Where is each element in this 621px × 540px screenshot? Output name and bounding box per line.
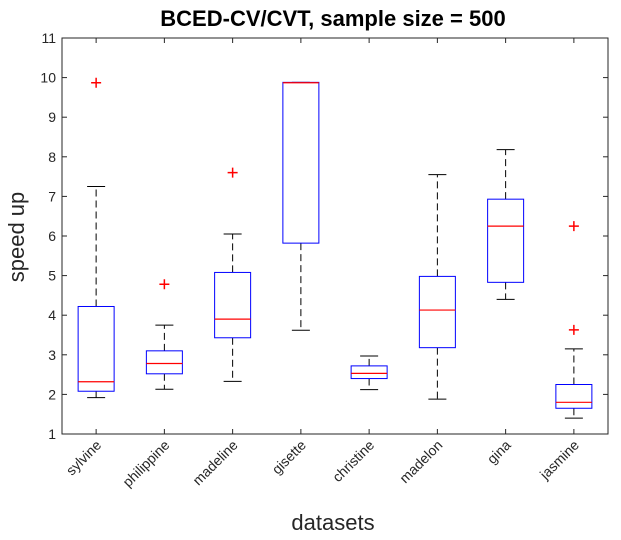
x-axis-label: datasets [291, 510, 374, 535]
x-tick-label: sylvine [63, 437, 105, 479]
box-iqr [214, 271, 252, 339]
y-tick-label: 11 [41, 30, 56, 46]
outlier-marker [568, 324, 579, 335]
outlier-marker [91, 77, 102, 88]
x-tick-label: jasmine [536, 437, 582, 483]
box-iqr [418, 275, 456, 349]
box-iqr [77, 305, 115, 392]
outlier-marker [227, 167, 238, 178]
x-tick-label: christine [329, 437, 377, 485]
y-tick-label: 2 [48, 386, 56, 402]
y-tick-label: 8 [48, 149, 56, 165]
x-tick-label: madeline [189, 437, 241, 489]
y-tick-label: 9 [48, 109, 56, 125]
chart-title: BCED-CV/CVT, sample size = 500 [160, 6, 505, 31]
box-iqr [487, 198, 525, 283]
x-tick-label: gina [484, 437, 514, 467]
y-axis-label: speed up [4, 192, 29, 283]
y-tick-label: 7 [48, 188, 56, 204]
box-iqr [350, 365, 388, 380]
y-tick-label: 4 [48, 307, 56, 323]
y-tick-label: 1 [48, 426, 56, 442]
box-iqr [145, 350, 183, 375]
plot-area: 1 2 3 4 5 6 7 8 9 10 11 sylvine philippine madeline gi… [40, 30, 609, 490]
x-tick-label: gisette [269, 437, 310, 478]
x-tick-label: madelon [396, 437, 445, 486]
box-iqr [282, 81, 320, 244]
y-tick-label: 10 [40, 70, 56, 86]
y-tick-label: 3 [48, 347, 56, 363]
x-tick-label: philippine [119, 437, 172, 490]
outlier-marker [159, 279, 170, 290]
box-iqr [555, 384, 593, 409]
y-tick-label: 6 [48, 228, 56, 244]
outlier-marker [568, 221, 579, 232]
plot-frame [61, 37, 609, 435]
y-tick-label: 5 [48, 268, 56, 284]
